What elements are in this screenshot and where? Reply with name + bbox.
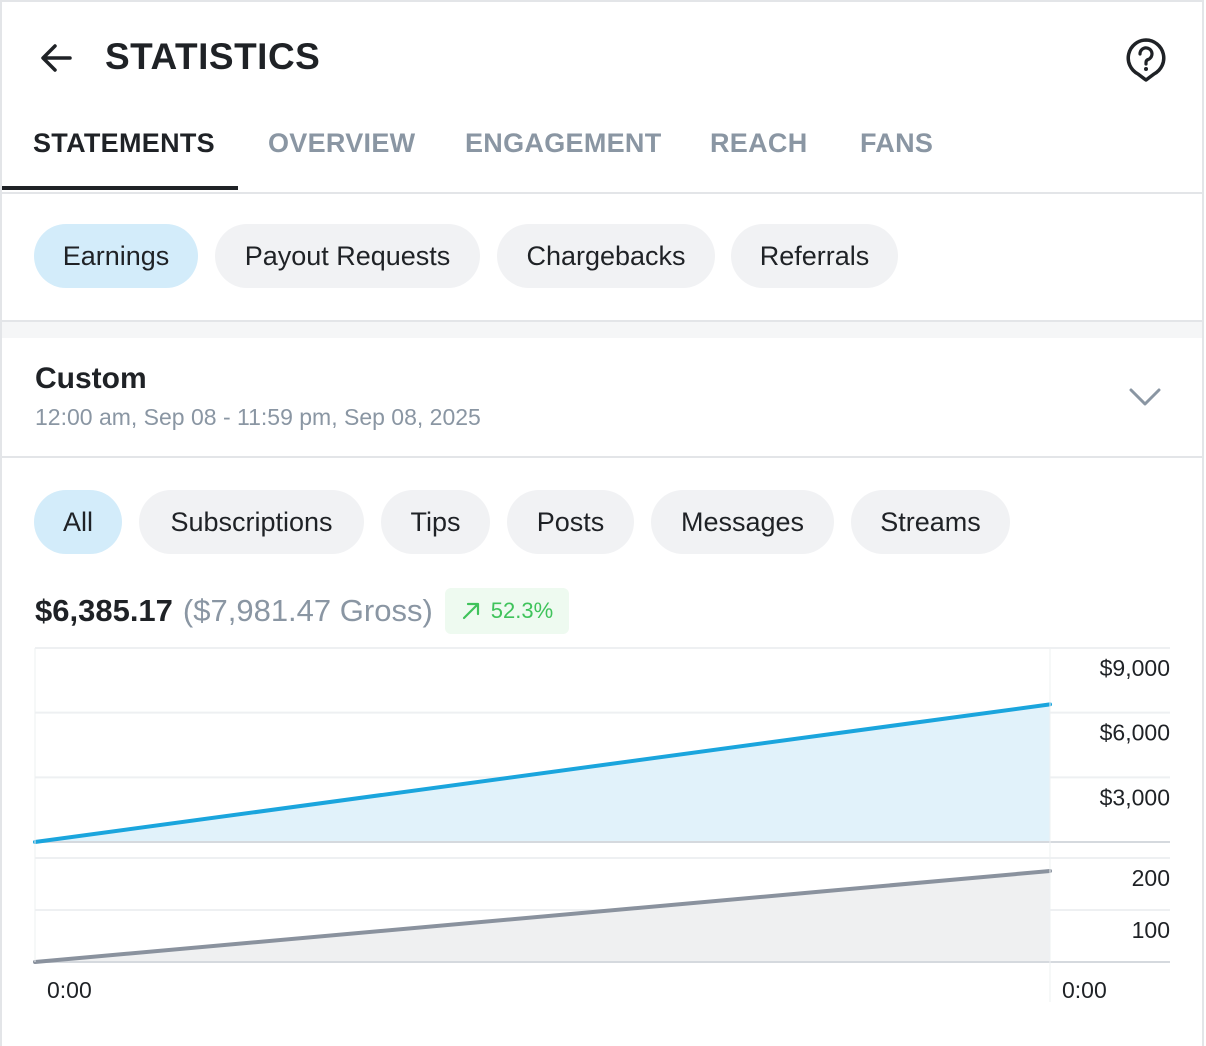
y-tick-label: 200 (1132, 865, 1170, 891)
chip-subscriptions[interactable]: Subscriptions (139, 490, 364, 554)
range-title: Custom (35, 362, 147, 395)
x-tick-label: 0:00 (1062, 977, 1107, 1003)
chip-posts[interactable]: Posts (507, 490, 634, 554)
tab-statements[interactable]: STATEMENTS (33, 128, 215, 158)
chip-tips[interactable]: Tips (381, 490, 490, 554)
page-title: STATISTICS (105, 36, 321, 77)
tab-fans[interactable]: FANS (860, 128, 934, 158)
tab-overview[interactable]: OVERVIEW (268, 128, 416, 158)
chevron-down-icon[interactable] (1128, 386, 1162, 408)
header: STATISTICS (0, 0, 1204, 110)
earnings-line (33, 702, 1052, 844)
y-tick-label: 100 (1132, 917, 1170, 943)
net-earnings: $6,385.17 (35, 593, 173, 628)
x-tick-label: 0:00 (47, 977, 92, 1003)
chip-payout-requests[interactable]: Payout Requests (215, 224, 480, 288)
chip-chargebacks[interactable]: Chargebacks (497, 224, 715, 288)
y-tick-label: $6,000 (1100, 720, 1170, 746)
change-badge: 52.3% (444, 588, 570, 634)
y-tick-label: $3,000 (1100, 784, 1170, 810)
help-bubble-icon[interactable] (1124, 36, 1168, 82)
arrow-left-icon[interactable] (36, 38, 76, 78)
chip-earnings[interactable]: Earnings (34, 224, 198, 288)
tab-bar: STATEMENTS OVERVIEW ENGAGEMENT REACH FAN… (2, 110, 1202, 194)
trend-up-icon (462, 602, 479, 620)
earnings-totals: $6,385.17 ($7,981.47 Gross) 52.3% (35, 588, 570, 634)
earnings-chart: $9,000 $6,000 $3,000 200 100 0:00 0:00 (33, 647, 1170, 1003)
section-divider (2, 320, 1202, 338)
count-line (33, 869, 1052, 964)
chip-messages[interactable]: Messages (651, 490, 834, 554)
chip-streams[interactable]: Streams (851, 490, 1010, 554)
active-tab-indicator (2, 186, 238, 190)
chip-all[interactable]: All (34, 490, 122, 554)
gross-earnings: ($7,981.47 Gross) (182, 593, 433, 628)
y-tick-label: $9,000 (1100, 655, 1170, 681)
tab-reach[interactable]: REACH (710, 128, 808, 158)
date-range-selector[interactable]: Custom 12:00 am, Sep 08 - 11:59 pm, Sep … (2, 338, 1202, 458)
chip-referrals[interactable]: Referrals (731, 224, 898, 288)
change-percent: 52.3% (490, 598, 554, 623)
tab-engagement[interactable]: ENGAGEMENT (465, 128, 662, 158)
range-dates: 12:00 am, Sep 08 - 11:59 pm, Sep 08, 202… (35, 404, 481, 430)
